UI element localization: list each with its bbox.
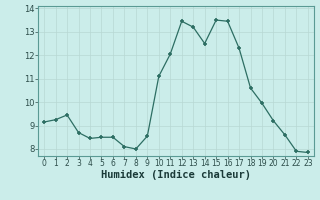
X-axis label: Humidex (Indice chaleur): Humidex (Indice chaleur) xyxy=(101,170,251,180)
